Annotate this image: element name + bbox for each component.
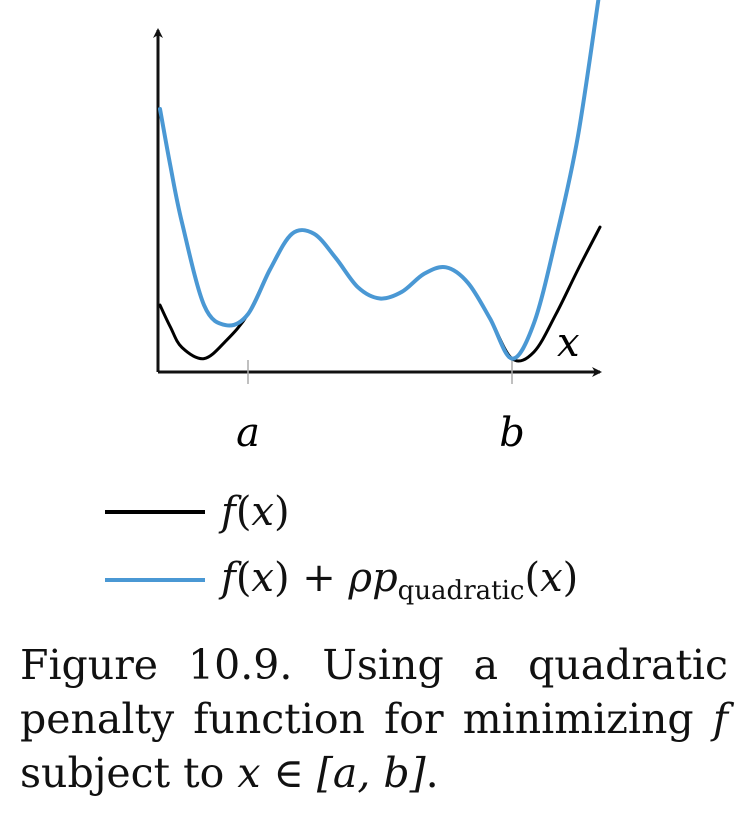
legend-f: f: [221, 489, 236, 535]
legend-var: x: [251, 489, 274, 535]
caption-end: .: [425, 749, 439, 797]
caption-line-2-text: penalty function for minimizing: [20, 695, 713, 743]
caption-line-3-text: subject to: [20, 749, 238, 797]
series-line-penalized: [158, 0, 601, 361]
legend-f: f: [221, 554, 236, 601]
legend-close: ): [273, 489, 290, 535]
legend-rho: ρ: [348, 554, 373, 601]
legend-sub: quadratic: [397, 575, 525, 606]
legend-item-penalized: f(x) + ρpquadratic(x): [105, 546, 578, 614]
legend-open: (: [235, 489, 252, 535]
legend: f(x) f(x) + ρpquadratic(x): [105, 478, 578, 614]
legend-swatch-black: [105, 510, 205, 514]
axes: [153, 28, 602, 377]
figure-caption: Figure 10.9. Using a quadratic penalty f…: [20, 638, 728, 800]
legend-var: x: [251, 554, 274, 601]
legend-close: ): [273, 554, 290, 601]
series-line-f: [158, 225, 602, 363]
legend-label-f: f(x): [221, 489, 290, 535]
x-tick-label-b: b: [499, 410, 525, 456]
legend-p: p: [372, 554, 398, 601]
caption-line-2: penalty function for minimizing f: [20, 692, 728, 746]
x-axis-label: x: [557, 320, 580, 366]
caption-expr: x ∈ [a, b]: [237, 749, 426, 797]
legend-swatch-blue: [105, 578, 205, 582]
legend-plus: +: [289, 554, 349, 601]
x-tick-label-a: a: [236, 410, 260, 456]
legend-open2: (: [524, 554, 541, 601]
caption-var-f: f: [712, 695, 728, 743]
legend-item-f: f(x): [105, 478, 578, 546]
legend-label-penalized: f(x) + ρpquadratic(x): [221, 555, 578, 606]
caption-line-1: Figure 10.9. Using a quadratic: [20, 641, 728, 689]
caption-line-3: subject to x ∈ [a, b].: [20, 746, 728, 800]
legend-close2: ): [562, 554, 579, 601]
series-lines: [158, 0, 602, 363]
legend-open: (: [235, 554, 252, 601]
legend-var2: x: [540, 554, 563, 601]
